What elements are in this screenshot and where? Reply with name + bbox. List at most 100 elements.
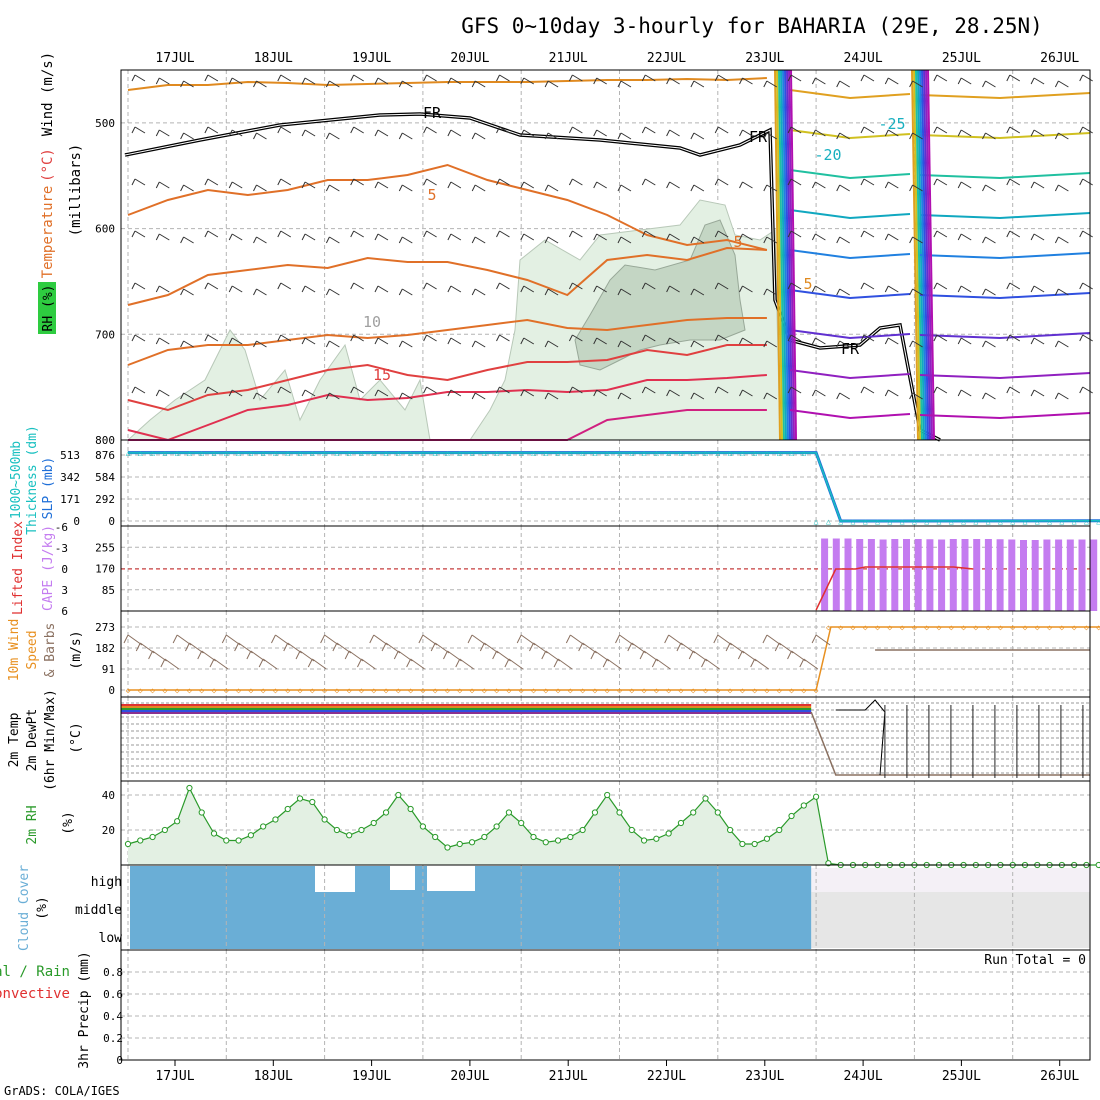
wind-barb: [617, 340, 632, 348]
wind-barb: [350, 178, 364, 186]
wind-barb: [496, 334, 510, 342]
wind-barb: [155, 181, 170, 189]
temperature-contour: [127, 163, 768, 251]
wind-barb: [860, 282, 875, 290]
thickness-marker: △: [1023, 517, 1028, 526]
wind-barb: [763, 340, 778, 348]
slp-label-thickness1: 1000~500mb: [9, 441, 24, 519]
wind-barb: [374, 233, 389, 241]
wind-speed-marker: ◇: [826, 623, 831, 632]
wind-speed-marker: ◇: [629, 686, 634, 695]
slp-tick-label: 584: [95, 471, 115, 484]
cold-front-contour: [919, 292, 1091, 300]
wind-barb: [957, 337, 972, 345]
cold-front-contour: [789, 89, 911, 100]
temp-post-line: [835, 699, 886, 776]
cape-bar: [996, 539, 1004, 611]
wind-speed-marker: ◇: [506, 686, 511, 695]
rh-point: [616, 809, 623, 816]
cold-front-contour: [913, 69, 921, 441]
wind-speed-marker: ◇: [740, 686, 745, 695]
date-label-top: 19JUL: [352, 51, 391, 66]
wind-barb: [301, 181, 316, 189]
wind-barb: [982, 288, 996, 296]
chart-title: GFS 0~10day 3-hourly for BAHARIA (29E, 2…: [461, 14, 1043, 38]
wind-barb: [471, 236, 486, 244]
wind-barb: [180, 80, 194, 88]
wind-speed-marker: ◇: [261, 686, 266, 695]
thickness-marker: △: [212, 449, 217, 458]
wind-speed-marker: ◇: [285, 686, 290, 695]
wind-barb: [423, 74, 437, 82]
rh-point: [702, 795, 709, 802]
wind-speed-marker: ◇: [851, 623, 856, 632]
wind-barb: [520, 181, 535, 189]
temp-label-unit: (°C): [69, 722, 84, 753]
thickness-tick-label: 342: [60, 471, 80, 484]
thickness-marker: △: [445, 449, 450, 458]
surface-wind-barb: [406, 658, 425, 670]
wind-speed-marker: ◇: [236, 686, 241, 695]
wind-barb: [957, 233, 972, 241]
wind-barb: [666, 181, 680, 189]
wind-barb: [860, 230, 875, 238]
panel-backgrounds: [121, 865, 1090, 950]
wind-barb: [957, 77, 972, 85]
wind-speed-marker: ◇: [666, 686, 671, 695]
rh-point: [800, 802, 807, 809]
wind-barb: [398, 288, 413, 296]
cold-front-contour: [915, 69, 923, 441]
thickness-marker: △: [285, 449, 290, 458]
surface-wind-barb: [627, 642, 647, 654]
rh-tick-label: 40: [102, 789, 115, 802]
date-label-bottom: 22JUL: [647, 1069, 686, 1084]
wind-speed-marker: ◇: [322, 686, 327, 695]
wind-barb: [641, 334, 656, 342]
thickness-marker: △: [900, 517, 905, 526]
wind-barb: [714, 126, 729, 134]
wind-barb: [811, 233, 826, 241]
contour-label: FR: [423, 104, 442, 122]
thickness-marker: △: [420, 449, 425, 458]
cold-front-contour: [782, 69, 789, 441]
wind-barb: [1079, 230, 1093, 238]
thickness-marker: △: [851, 517, 856, 526]
rh-point: [456, 840, 463, 848]
thickness-marker: △: [273, 449, 278, 458]
wind-speed-marker: ◇: [310, 686, 315, 695]
surface-wind-barb: [492, 650, 511, 662]
run-total-label: Run Total = 0: [984, 953, 1086, 968]
thickness-marker: △: [150, 449, 155, 458]
cape-bar: [973, 539, 981, 611]
wind-barb: [763, 132, 778, 140]
thickness-marker: △: [998, 517, 1003, 526]
thickness-marker: △: [371, 449, 376, 458]
wind-barb: [714, 282, 729, 290]
wind-barb: [982, 184, 996, 192]
wind-barb: [690, 132, 705, 140]
wind-barb: [228, 129, 243, 137]
rh-point: [358, 826, 365, 834]
cold-front-contour: [790, 69, 797, 441]
thickness-marker: △: [752, 449, 757, 458]
wind-barb: [1006, 334, 1021, 342]
wind-barb: [131, 334, 146, 342]
pressure-tick-label: 800: [95, 434, 115, 447]
wind-barb: [398, 80, 413, 88]
wind-barb: [811, 181, 826, 189]
cold-front-contour: [789, 409, 911, 420]
wind-barb: [787, 74, 802, 82]
wind-barb: [860, 386, 875, 394]
wind-barb: [739, 337, 753, 345]
thickness-marker: △: [396, 449, 401, 458]
wind-speed-marker: ◇: [273, 686, 278, 695]
freezing-level-line-inner: [124, 113, 941, 441]
wind-speed-marker: ◇: [384, 686, 389, 695]
temperature-contour: [127, 374, 767, 442]
wind-barb: [325, 184, 340, 192]
wind-barb: [836, 340, 850, 348]
surface-wind-barb: [197, 650, 217, 662]
wind-barb: [520, 77, 535, 85]
wind-speed-marker: ◇: [814, 686, 819, 695]
thickness-marker: △: [531, 449, 536, 458]
